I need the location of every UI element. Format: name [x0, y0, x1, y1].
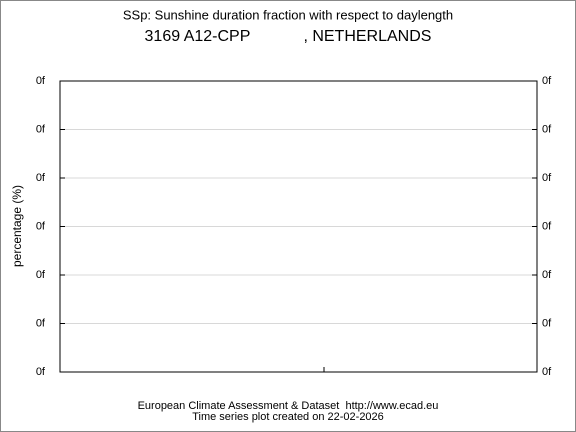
y-tick-label: 0f — [542, 220, 552, 232]
y-tick-label: 0f — [36, 75, 46, 87]
footer: European Climate Assessment & Dataset ht… — [138, 400, 439, 412]
y-tick-label: 0f — [542, 123, 552, 135]
y-tick-label: 0f — [542, 75, 552, 87]
y-axis-label: percentage (%) — [10, 185, 24, 267]
y-tick-label: 0f — [36, 269, 46, 281]
chart-title: SSp: Sunshine duration fraction with res… — [123, 7, 453, 22]
y-tick-label: 0f — [542, 317, 552, 329]
footer: Time series plot created on 22-02-2026 — [192, 411, 384, 423]
y-tick-label: 0f — [36, 317, 46, 329]
y-tick-label: 0f — [36, 220, 46, 232]
y-tick-label: 0f — [36, 366, 46, 378]
y-tick-label: 0f — [542, 366, 552, 378]
y-tick-label: 0f — [542, 269, 552, 281]
plot-area — [59, 80, 538, 373]
chart-subtitle: 3169 A12-CPP , NETHERLANDS — [145, 28, 432, 45]
y-tick-label: 0f — [36, 123, 46, 135]
y-tick-label: 0f — [36, 172, 46, 184]
y-tick-label: 0f — [542, 172, 552, 184]
